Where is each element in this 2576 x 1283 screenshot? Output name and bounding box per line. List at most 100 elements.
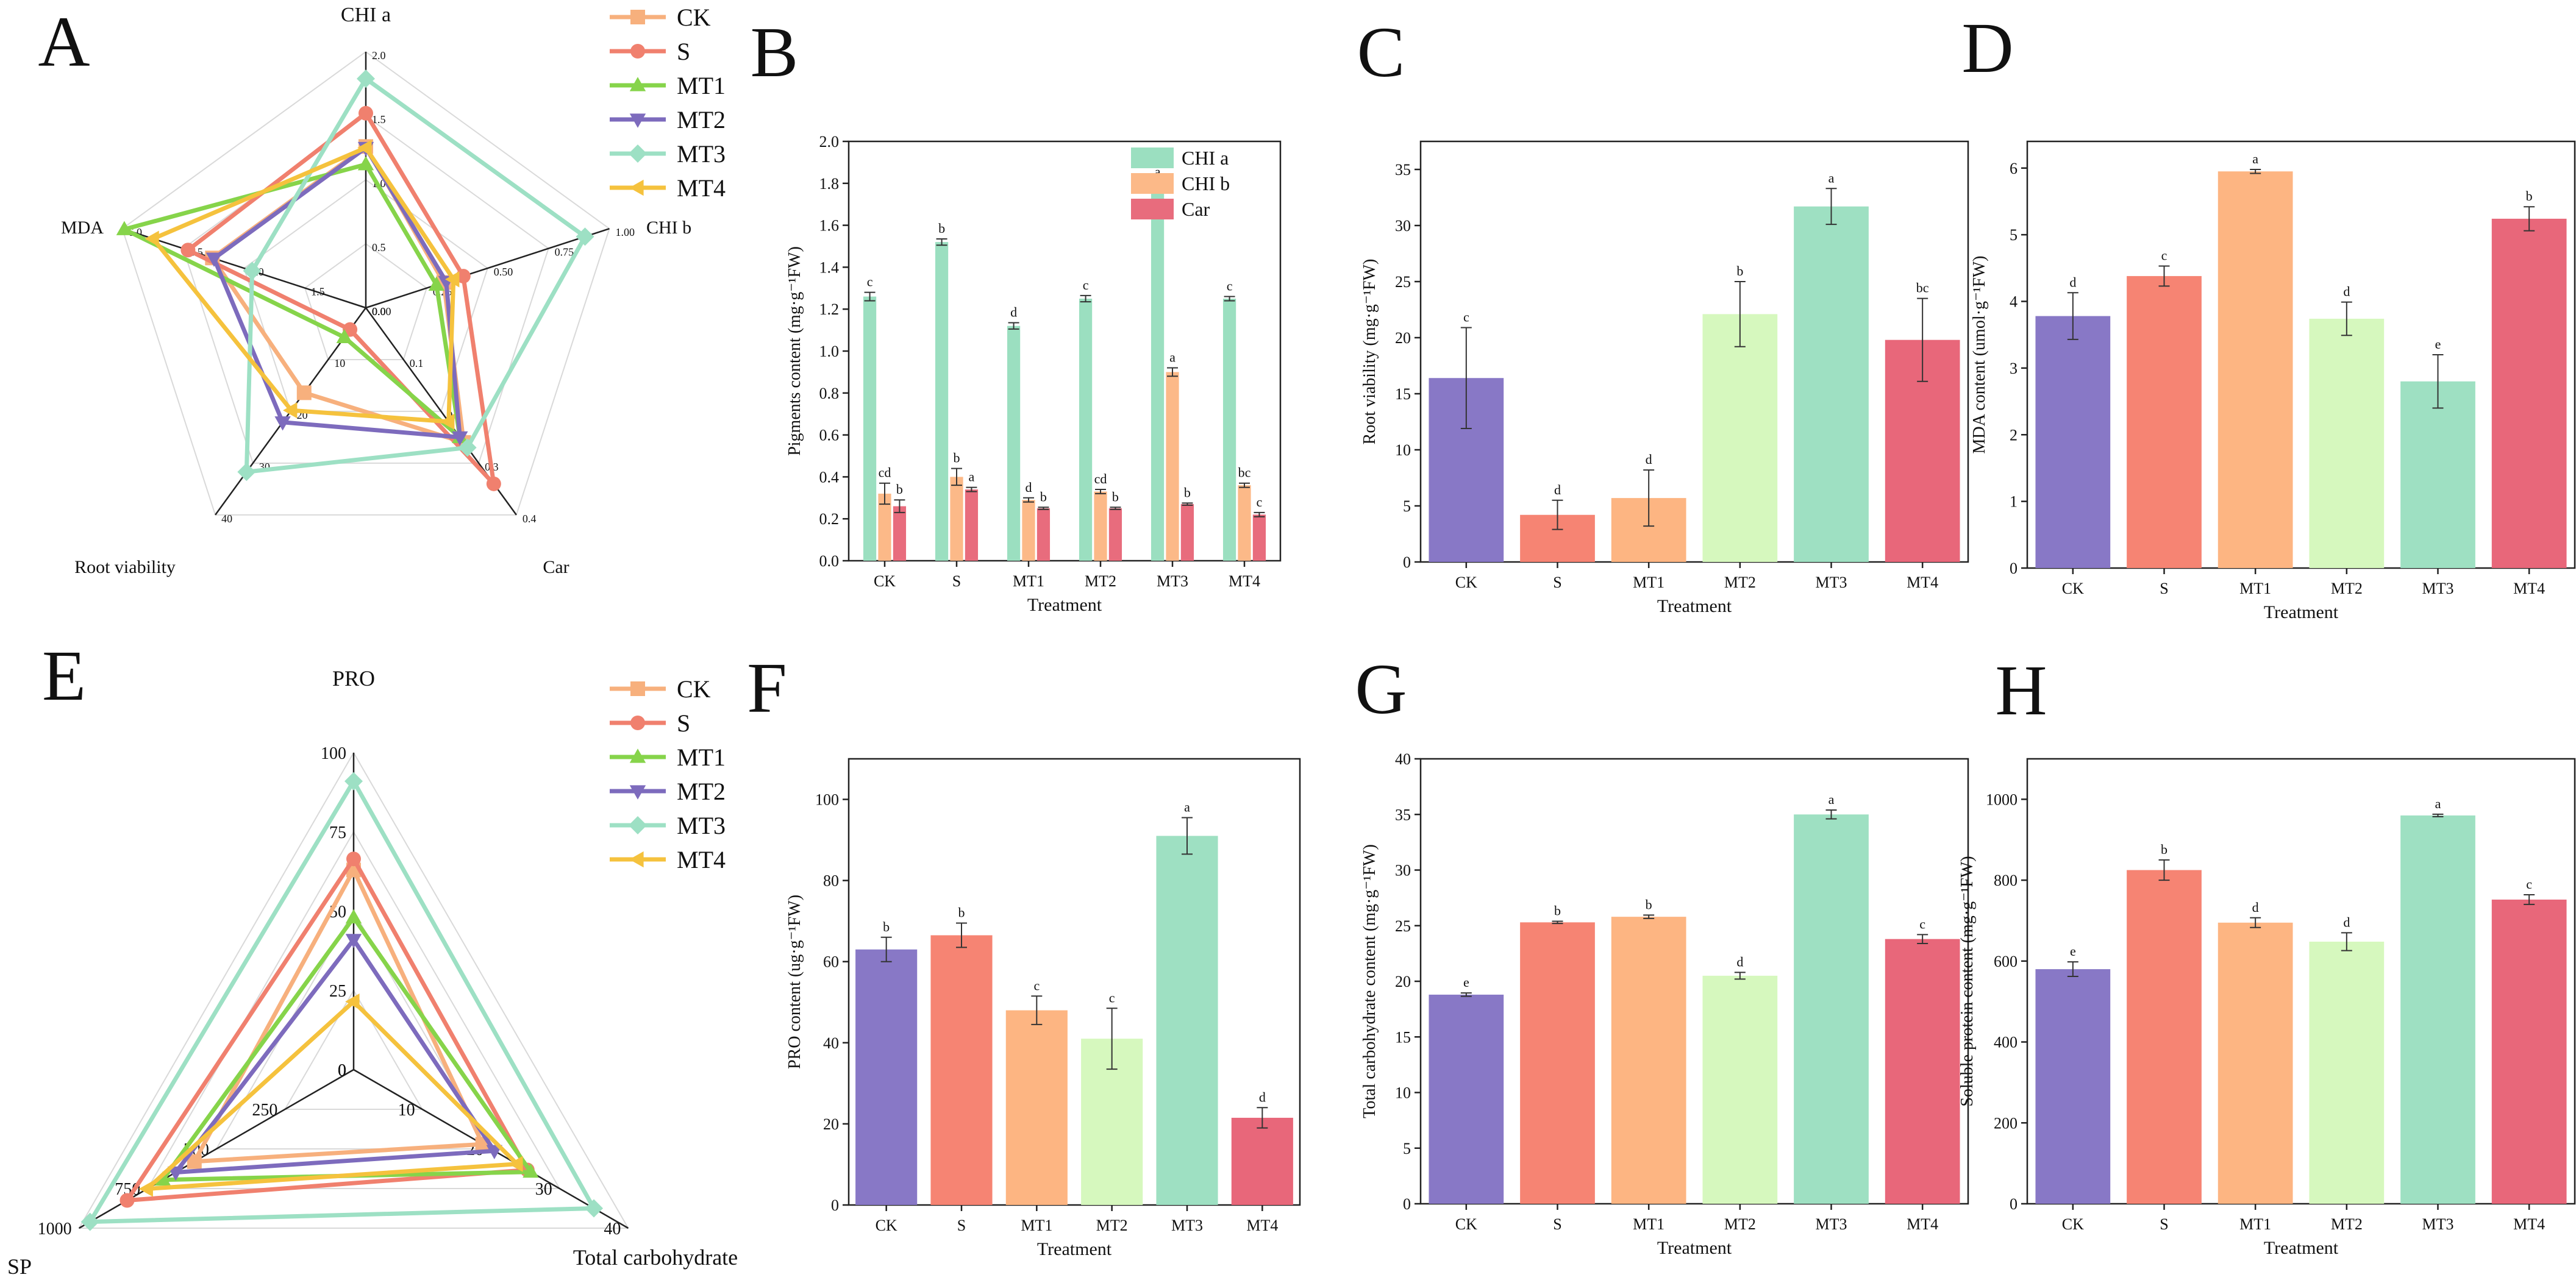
x-tick-label: MT3 [1816,574,1847,591]
radar-tick-label: 2.0 [372,49,386,62]
panel-letter-e: E [42,636,86,716]
radar-gridline [284,989,424,1110]
bar-mt3: a [1794,792,1869,1204]
y-tick-label: 0.6 [819,427,840,444]
radar-series-mt4 [144,140,460,430]
radar-point [138,1181,153,1197]
legend-marker [630,44,645,59]
y-tick-label: 5 [1403,497,1411,515]
bar [1166,372,1179,561]
legend-swatch [1131,147,1174,168]
significance-letter: b [958,905,965,920]
bar [1022,500,1035,561]
legend-entry-s: S [610,38,690,65]
y-tick-label: 20 [1395,329,1411,347]
radar-axis-label: Total carbohydrate [573,1245,738,1270]
y-axis-label: Root viability (mg·g⁻¹FW) [1360,259,1379,445]
radar-series-ck [205,139,471,450]
radar-series-line [173,937,497,1175]
y-tick-label: 200 [1994,1114,2018,1132]
radar-tick-label: 25 [329,982,346,1001]
significance-letter: c [1109,990,1115,1005]
legend-a: CK S MT1 MT2 MT3 MT4 [610,4,726,202]
y-axis-label: MDA content (umol·g⁻¹FW) [1970,256,1989,454]
radar-series-mt3 [237,69,594,482]
significance-letter: d [1010,305,1017,320]
legend-entry-mt1: MT1 [610,744,726,771]
plot-frame [847,140,1282,562]
legend-entry-s: S [610,709,690,737]
legend-marker [630,10,645,24]
bar-ck: c [1429,309,1504,562]
x-tick-label: MT3 [2422,1215,2454,1233]
bar-chart-f: 0 20 40 60 80 100 CK S MT1 MT2 MT3 MT4 Treatment PRO … [785,758,1301,1259]
legend-swatch [1131,199,1174,219]
significance-letter: c [1033,978,1040,993]
y-tick-label: 35 [1395,161,1411,179]
panel-letter-f: F [747,648,787,728]
x-tick-label: MT4 [1246,1217,1278,1234]
legend-label: MT2 [677,778,726,805]
x-tick-label: MT1 [2239,1215,2271,1233]
x-axis-label: Treatment [1037,1239,1112,1259]
panel-letter-d: D [1961,8,2013,88]
x-tick-label: MT2 [2331,1215,2363,1233]
plot-frame [1419,140,1969,563]
radar-axis-label: MDA [61,218,104,238]
legend-entry-ck: CK [610,675,711,703]
y-axis-label: Soluble protein content (mg·g⁻¹FW) [1958,856,1977,1106]
radar-point [357,140,372,156]
bar-mt4: b [2491,188,2567,568]
radar-point [243,261,262,280]
panel-letter-a: A [38,2,90,82]
bar-mt3: a [1794,170,1869,563]
significance-letter: b [1112,489,1119,504]
bar-mt1: b [1611,897,1686,1204]
y-tick-label: 2.0 [819,133,840,151]
x-tick-label: MT1 [1633,1215,1664,1233]
radar-tick-label: 0.5 [372,241,386,254]
x-tick-label: MT1 [1633,574,1664,591]
y-tick-label: 6 [2010,160,2018,177]
bar [1007,325,1021,561]
x-tick-label: MT1 [1021,1217,1052,1234]
y-tick-label: 25 [1395,273,1411,291]
plot-frame [2026,140,2576,569]
y-tick-label: 10 [1395,441,1411,459]
radar-series-mt3 [80,772,604,1231]
significance-letter: b [2161,842,2167,857]
radar-series-line [122,162,462,439]
significance-letter: a [2435,796,2441,811]
x-axis-label: Treatment [1657,596,1732,616]
bar [1156,836,1218,1205]
y-tick-label: 0.0 [819,552,840,570]
significance-letter: e [1463,975,1469,990]
y-axis-label: Total carbohydrate content (mg·g⁻¹FW) [1360,844,1379,1118]
y-tick-label: 0.4 [819,468,840,486]
y-tick-label: 0.2 [819,510,840,528]
radar-axis-label: SP [7,1254,32,1279]
bar [893,506,907,561]
bar [2217,171,2293,568]
y-tick-label: 400 [1994,1034,2018,1051]
radar-series-line [151,146,456,424]
bar [2035,316,2111,568]
legend-marker [630,716,645,730]
radar-point [357,69,375,88]
bar-chart-d: 0 1 2 3 4 5 6 CK S MT1 MT2 MT3 MT4 Treatment MDA conte… [1970,140,2576,622]
x-tick-label: MT2 [1724,1215,1756,1233]
bar-mt1: c [1005,978,1068,1205]
y-axis-label: PRO content (ug·g⁻¹FW) [785,895,804,1069]
significance-letter: b [954,450,960,466]
panel-letter-c: C [1357,12,1405,92]
radar-series-mt2 [205,141,468,446]
bar-mt3: a [1156,799,1218,1205]
radar-tick-label: 0.0 [372,305,386,318]
y-tick-label: 20 [1395,973,1411,990]
significance-letter: d [1259,1089,1266,1104]
legend-label: Car [1182,198,1210,220]
significance-letter: cd [1094,471,1107,486]
bar [855,949,918,1205]
x-axis-label: Treatment [2264,602,2339,622]
bar-ck: b [855,919,918,1205]
